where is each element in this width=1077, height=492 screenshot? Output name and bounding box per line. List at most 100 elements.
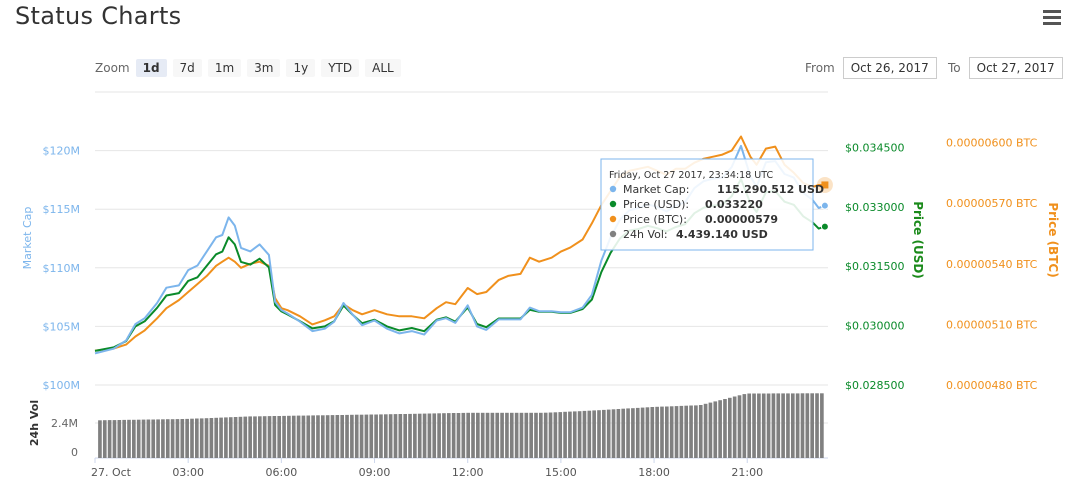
x-tick-label: 09:00 bbox=[359, 466, 391, 479]
x-tick-label: 15:00 bbox=[545, 466, 577, 479]
vol-tick-label: 2.4M bbox=[51, 417, 78, 430]
volume-bar bbox=[480, 412, 485, 458]
mcap-axis-title: Market Cap bbox=[21, 207, 34, 270]
from-date-input[interactable]: Oct 26, 2017 bbox=[842, 57, 937, 79]
volume-bar bbox=[408, 413, 412, 458]
volume-bar bbox=[820, 393, 824, 458]
x-tick-label: 21:00 bbox=[731, 466, 763, 479]
mcap-tick-label: $115M bbox=[43, 203, 81, 216]
volume-bar bbox=[248, 416, 252, 458]
hover-marker-btc bbox=[821, 181, 829, 189]
volume-bar bbox=[427, 413, 432, 458]
volume-bar bbox=[805, 393, 810, 458]
mcap-tick-label: $120M bbox=[43, 145, 81, 158]
volume-bar bbox=[214, 417, 219, 458]
btc-tick-label: 0.00000600 BTC bbox=[946, 137, 1038, 150]
volume-bar bbox=[185, 418, 189, 458]
zoom-1y-button[interactable]: 1y bbox=[286, 59, 316, 77]
volume-bar bbox=[296, 415, 301, 458]
tooltip-label-btc: Price (BTC): bbox=[623, 213, 687, 226]
volume-bar bbox=[514, 412, 519, 458]
volume-bar bbox=[669, 406, 674, 458]
zoom-bar: Zoom 1d 7d 1m 3m 1y YTD ALL bbox=[95, 58, 407, 78]
volume-bar bbox=[437, 413, 441, 458]
usd-axis-title: Price (USD) bbox=[911, 201, 925, 279]
volume-bar bbox=[325, 415, 330, 458]
volume-bar bbox=[335, 415, 340, 458]
volume-bar bbox=[262, 416, 267, 458]
volume-bar bbox=[442, 413, 446, 458]
to-date-input[interactable]: Oct 27, 2017 bbox=[968, 57, 1063, 79]
volume-bar bbox=[422, 413, 427, 458]
volume-bar bbox=[204, 418, 209, 458]
volume-bar bbox=[621, 408, 626, 458]
volume-bar bbox=[112, 420, 117, 458]
zoom-ytd-button[interactable]: YTD bbox=[321, 59, 360, 77]
zoom-1m-button[interactable]: 1m bbox=[207, 59, 242, 77]
volume-bar bbox=[282, 415, 286, 458]
tooltip-marker-mcap bbox=[609, 185, 617, 193]
volume-bar bbox=[568, 411, 572, 458]
x-tick-label: 27. Oct bbox=[91, 466, 132, 479]
volume-bar bbox=[723, 399, 727, 458]
volume-bar bbox=[151, 419, 156, 458]
volume-bar bbox=[495, 412, 500, 458]
volume-bar bbox=[684, 405, 689, 458]
volume-bar bbox=[359, 414, 364, 458]
volume-bar bbox=[810, 393, 815, 458]
volume-bar bbox=[165, 419, 170, 458]
volume-bar bbox=[505, 412, 509, 458]
volume-bar bbox=[258, 416, 262, 458]
zoom-3m-button[interactable]: 3m bbox=[247, 59, 281, 77]
volume-bar bbox=[316, 415, 320, 458]
volume-bar bbox=[417, 413, 422, 458]
volume-bar bbox=[127, 419, 131, 458]
volume-bar bbox=[350, 414, 354, 458]
volume-bar bbox=[631, 408, 635, 458]
volume-bar bbox=[199, 418, 204, 458]
x-tick-label: 12:00 bbox=[452, 466, 484, 479]
tooltip-box bbox=[600, 158, 814, 251]
volume-bar bbox=[369, 414, 374, 458]
tooltip-value-usd: 0.033220 bbox=[705, 198, 763, 211]
usd-tick-label: $0.028500 bbox=[845, 379, 905, 392]
zoom-all-button[interactable]: ALL bbox=[365, 59, 401, 77]
volume-bar bbox=[195, 418, 199, 458]
zoom-7d-button[interactable]: 7d bbox=[172, 59, 202, 77]
volume-bar bbox=[509, 412, 514, 458]
volume-bar bbox=[640, 407, 645, 458]
tooltip-value-mcap: 115.290.512 USD bbox=[717, 183, 824, 196]
volume-bar bbox=[587, 410, 592, 458]
hover-marker-usd bbox=[820, 222, 829, 231]
volume-bar bbox=[592, 410, 596, 458]
volume-bar bbox=[456, 413, 461, 458]
volume-bar bbox=[703, 403, 708, 458]
x-tick-label: 03:00 bbox=[172, 466, 204, 479]
volume-bar bbox=[277, 416, 282, 458]
volume-bar bbox=[534, 412, 538, 458]
volume-bar bbox=[233, 417, 238, 458]
volume-bar bbox=[558, 412, 563, 458]
volume-bar bbox=[267, 416, 272, 458]
volume-bar bbox=[660, 406, 664, 458]
volume-bar bbox=[432, 413, 437, 458]
tooltip-marker-vol bbox=[609, 230, 617, 238]
hover-marker-mcap bbox=[820, 201, 829, 210]
volume-bar bbox=[175, 419, 180, 458]
volume-bar bbox=[771, 393, 776, 458]
zoom-1d-button[interactable]: 1d bbox=[135, 59, 167, 77]
volume-bar bbox=[170, 419, 175, 458]
volume-bar bbox=[345, 414, 349, 458]
tooltip-value-btc: 0.00000579 bbox=[705, 213, 778, 226]
hamburger-menu-icon[interactable] bbox=[1043, 10, 1061, 26]
volume-bar bbox=[786, 393, 790, 458]
volume-bar bbox=[606, 409, 611, 458]
volume-bar bbox=[665, 406, 669, 458]
volume-bar bbox=[311, 415, 315, 458]
volume-bar bbox=[572, 411, 577, 458]
volume-bar bbox=[694, 405, 698, 458]
volume-bar bbox=[107, 420, 112, 458]
grid-lines bbox=[95, 91, 828, 424]
volume-bar bbox=[272, 416, 277, 458]
